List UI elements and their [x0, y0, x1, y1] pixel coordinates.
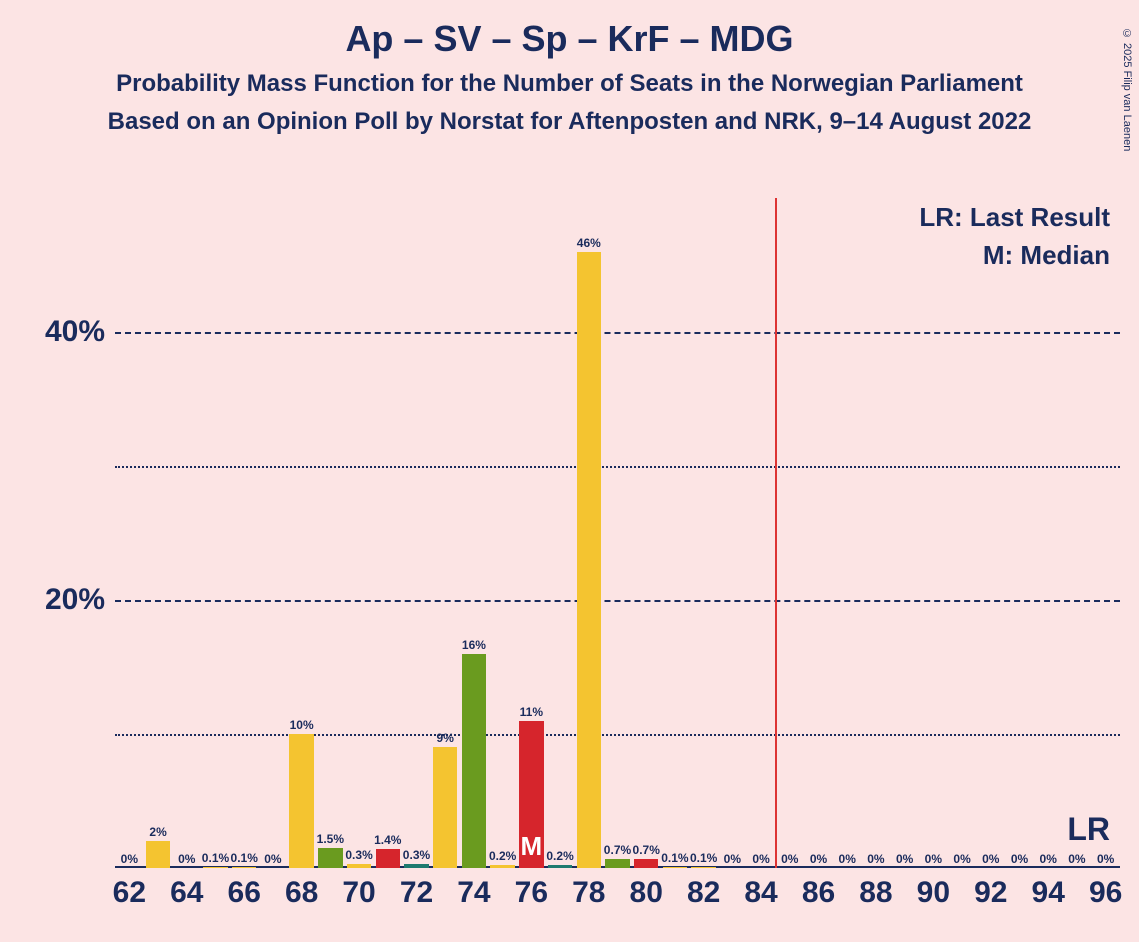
bar-value-label: 0.1% — [231, 851, 258, 867]
x-axis-tick: 80 — [630, 876, 663, 910]
x-axis-tick: 64 — [170, 876, 203, 910]
bar-value-label: 16% — [462, 638, 486, 654]
bar: 0.3% — [347, 864, 371, 868]
legend-m: M: Median — [983, 240, 1110, 271]
bar-value-label: 0% — [1068, 852, 1085, 868]
bar-value-label: 0.3% — [345, 848, 372, 864]
median-marker: M — [521, 831, 543, 862]
bar-value-label: 0.2% — [489, 849, 516, 865]
bar: 2% — [146, 841, 170, 868]
bar-value-label: 46% — [577, 236, 601, 252]
bar-value-label: 0% — [810, 852, 827, 868]
x-axis-tick: 92 — [974, 876, 1007, 910]
bar: 0.7% — [634, 859, 658, 868]
x-axis-tick: 94 — [1032, 876, 1065, 910]
y-axis-label: 40% — [45, 315, 105, 349]
x-axis-tick: 76 — [515, 876, 548, 910]
bar-value-label: 0.1% — [661, 851, 688, 867]
bar-value-label: 0% — [982, 852, 999, 868]
bar-value-label: 0% — [1040, 852, 1057, 868]
bar-value-label: 0.7% — [633, 843, 660, 859]
bar-value-label: 2% — [149, 825, 166, 841]
bar-value-label: 0.1% — [202, 851, 229, 867]
bar-value-label: 1.4% — [374, 833, 401, 849]
bar: 1.5% — [318, 848, 342, 868]
bar-value-label: 0.3% — [403, 848, 430, 864]
bar: 0.1% — [691, 867, 715, 868]
x-axis-tick: 84 — [744, 876, 777, 910]
bar: 46% — [577, 252, 601, 868]
bar: 9% — [433, 747, 457, 868]
x-axis-tick: 96 — [1089, 876, 1122, 910]
bar: 0.2% — [490, 865, 514, 868]
bar-value-label: 1.5% — [317, 832, 344, 848]
bar-value-label: 0% — [839, 852, 856, 868]
bar-value-label: 0% — [752, 852, 769, 868]
last-result-label: LR — [1067, 811, 1110, 848]
bar: 11%M — [519, 721, 543, 868]
bar: 0.7% — [605, 859, 629, 868]
bar-value-label: 0% — [781, 852, 798, 868]
bar-value-label: 9% — [437, 731, 454, 747]
bar-value-label: 0.7% — [604, 843, 631, 859]
bar: 10% — [289, 734, 313, 868]
bar: 0.3% — [404, 864, 428, 868]
bar-value-label: 0% — [264, 852, 281, 868]
bar-value-label: 0% — [953, 852, 970, 868]
x-axis-tick: 68 — [285, 876, 318, 910]
copyright-text: © 2025 Filip van Laenen — [1121, 28, 1133, 151]
x-axis-tick: 66 — [228, 876, 261, 910]
bar-value-label: 0% — [121, 852, 138, 868]
bar: 0.1% — [232, 867, 256, 868]
x-axis-tick: 86 — [802, 876, 835, 910]
x-axis-tick: 82 — [687, 876, 720, 910]
x-axis: 62 64 66 68 70 72 74 76 78 80 82 84 86 88 90 92 94 96 — [115, 876, 1120, 926]
last-result-line — [775, 198, 777, 868]
bar-value-label: 11% — [520, 705, 543, 721]
legend-lr: LR: Last Result — [919, 202, 1110, 233]
x-axis-tick: 70 — [342, 876, 375, 910]
y-axis-label: 20% — [45, 583, 105, 617]
x-axis-tick: 90 — [917, 876, 950, 910]
bar-value-label: 0% — [925, 852, 942, 868]
bar: 0.1% — [663, 867, 687, 868]
x-axis-tick: 74 — [457, 876, 490, 910]
bar-value-label: 0% — [724, 852, 741, 868]
x-axis-tick: 78 — [572, 876, 605, 910]
bar-value-label: 0% — [896, 852, 913, 868]
bar-value-label: 0% — [867, 852, 884, 868]
bar-value-label: 0.1% — [690, 851, 717, 867]
chart-title: Ap – SV – Sp – KrF – MDG — [0, 18, 1139, 60]
x-axis-tick: 88 — [859, 876, 892, 910]
chart-subtitle-1: Probability Mass Function for the Number… — [0, 70, 1139, 98]
bar-value-label: 0.2% — [546, 849, 573, 865]
bar-value-label: 10% — [290, 718, 314, 734]
bar-value-label: 0% — [1097, 852, 1114, 868]
bar-value-label: 0% — [1011, 852, 1028, 868]
x-axis-tick: 62 — [113, 876, 146, 910]
bar: 1.4% — [376, 849, 400, 868]
x-axis-tick: 72 — [400, 876, 433, 910]
chart-plot-area: 0%2%0%0.1%0.1%0%10%1.5%0.3%1.4%0.3%9%16%… — [115, 198, 1120, 868]
bar-value-label: 0% — [178, 852, 195, 868]
chart-subtitle-2: Based on an Opinion Poll by Norstat for … — [0, 108, 1139, 136]
bar: 16% — [462, 654, 486, 868]
bar: 0.1% — [203, 867, 227, 868]
bar: 0.2% — [548, 865, 572, 868]
